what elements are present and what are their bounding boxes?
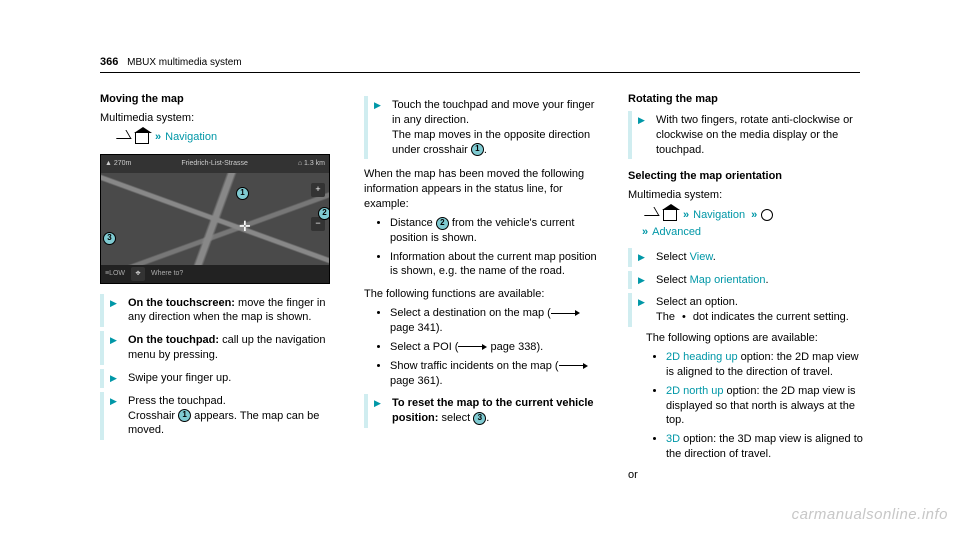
- step-arrow-icon: [110, 394, 120, 439]
- map-bot-where: Where to?: [151, 269, 183, 278]
- step-text: On the touchscreen: move the finger in a…: [128, 296, 340, 326]
- content-columns: Moving the map Multimedia system: » Navi…: [100, 92, 870, 487]
- marker-1-icon: 1: [471, 143, 484, 156]
- instruction-step: Select an option. The dot indicates the …: [628, 293, 868, 327]
- list-item: Show traffic incidents on the map ( page…: [390, 359, 604, 389]
- column-2: Touch the touchpad and move your finger …: [364, 92, 604, 487]
- map-locate-icon: ⌖: [131, 267, 145, 281]
- step-arrow-icon: [110, 333, 120, 363]
- nav-arrow-icon: [114, 130, 129, 146]
- home-icon: [663, 209, 677, 221]
- map-top-mid: Friedrich-List-Strasse: [181, 159, 248, 168]
- instruction-step: On the touchscreen: move the finger in a…: [100, 294, 340, 328]
- list-item: 3D option: the 3D map view is aligned to…: [666, 432, 868, 462]
- page-header: 366 MBUX multimedia system: [100, 55, 860, 73]
- instruction-step: Select Map orientation.: [628, 271, 868, 290]
- map-top-right: ⌂ 1.3 km: [298, 159, 325, 168]
- page-arrow-icon: [458, 341, 487, 353]
- breadcrumb-nav-2: » Advanced: [642, 225, 868, 240]
- step-text: To reset the map to the current vehicle …: [392, 396, 604, 426]
- step-arrow-icon: [110, 371, 120, 386]
- chevron-icon: »: [751, 208, 755, 223]
- marker-2-icon: 2: [436, 217, 449, 230]
- nav-arrow-icon: [642, 207, 657, 223]
- step-text: With two fingers, rotate anti-clockwise …: [656, 113, 868, 158]
- dot-icon: [678, 311, 690, 323]
- paragraph: When the map has been moved the followin…: [364, 167, 604, 212]
- step-arrow-icon: [638, 273, 648, 288]
- instruction-step: With two fingers, rotate anti-clockwise …: [628, 111, 868, 160]
- step-arrow-icon: [638, 250, 648, 265]
- chevron-icon: »: [683, 208, 687, 223]
- bullet-list: 2D heading up option: the 2D map view is…: [666, 350, 868, 462]
- step-text: Touch the touchpad and move your finger …: [392, 98, 604, 157]
- instruction-step: Touch the touchpad and move your finger …: [364, 96, 604, 159]
- rotating-map-heading: Rotating the map: [628, 92, 868, 107]
- moving-map-heading: Moving the map: [100, 92, 340, 107]
- page-number: 366: [100, 56, 118, 68]
- gear-icon: [761, 209, 773, 221]
- step-arrow-icon: [110, 296, 120, 326]
- column-1: Moving the map Multimedia system: » Navi…: [100, 92, 340, 487]
- chevron-icon: »: [155, 130, 159, 145]
- map-marker-2: 2: [318, 207, 330, 220]
- instruction-step: To reset the map to the current vehicle …: [364, 394, 604, 428]
- watermark: carmanualsonline.info: [792, 505, 948, 525]
- list-item: Select a POI ( page 338).: [390, 340, 604, 355]
- step-text: Select Map orientation.: [656, 273, 868, 288]
- map-bot-low: ≡LOW: [105, 269, 125, 278]
- step-text: On the touchpad: call up the navigation …: [128, 333, 340, 363]
- nav-breadcrumb-item: Advanced: [652, 225, 701, 240]
- home-icon: [135, 132, 149, 144]
- marker-3-icon: 3: [473, 412, 486, 425]
- list-item: Distance 2 from the vehicle's current po…: [390, 216, 604, 246]
- instruction-step: Swipe your finger up.: [100, 369, 340, 388]
- step-text: Select View.: [656, 250, 868, 265]
- map-roads: [101, 173, 329, 265]
- map-topbar: ▲ 270m Friedrich-List-Strasse ⌂ 1.3 km: [101, 155, 329, 173]
- step-arrow-icon: [374, 396, 384, 426]
- nav-breadcrumb-item: Navigation: [165, 130, 217, 145]
- orientation-heading: Selecting the map orientation: [628, 169, 868, 184]
- step-text: Select an option. The dot indicates the …: [656, 295, 868, 325]
- multimedia-label: Multimedia system:: [628, 188, 868, 203]
- section-title: MBUX multimedia system: [127, 57, 241, 68]
- crosshair-icon: ✛: [239, 217, 251, 236]
- marker-1-icon: 1: [178, 409, 191, 422]
- map-screenshot: ▲ 270m Friedrich-List-Strasse ⌂ 1.3 km +…: [100, 154, 330, 284]
- list-item: 2D heading up option: the 2D map view is…: [666, 350, 868, 380]
- step-text: Swipe your finger up.: [128, 371, 340, 386]
- breadcrumb-nav: » Navigation »: [642, 207, 868, 223]
- map-marker-3: 3: [103, 232, 116, 245]
- map-top-left: ▲ 270m: [105, 159, 131, 168]
- chevron-icon: »: [642, 225, 646, 240]
- bullet-list: Distance 2 from the vehicle's current po…: [390, 216, 604, 279]
- nav-breadcrumb-item: Navigation: [693, 208, 745, 223]
- page-arrow-icon: [551, 307, 580, 319]
- step-arrow-icon: [638, 295, 648, 325]
- instruction-step: Press the touchpad. Crosshair 1 appears.…: [100, 392, 340, 441]
- zoom-in-icon: +: [311, 183, 325, 197]
- instruction-step: Select View.: [628, 248, 868, 267]
- multimedia-label: Multimedia system:: [100, 111, 340, 126]
- list-item: Information about the current map positi…: [390, 250, 604, 280]
- list-item: Select a destination on the map ( page 3…: [390, 306, 604, 336]
- paragraph: The following functions are available:: [364, 287, 604, 302]
- or-label: or: [628, 468, 868, 483]
- step-text: Press the touchpad. Crosshair 1 appears.…: [128, 394, 340, 439]
- list-item: 2D north up option: the 2D map view is d…: [666, 384, 868, 429]
- column-3: Rotating the map With two fingers, rotat…: [628, 92, 868, 487]
- map-botbar: ≡LOW ⌖ Where to?: [101, 265, 329, 283]
- map-marker-1: 1: [236, 187, 249, 200]
- bullet-list: Select a destination on the map ( page 3…: [390, 306, 604, 388]
- step-arrow-icon: [638, 113, 648, 158]
- breadcrumb-nav: » Navigation: [114, 130, 340, 146]
- paragraph: The following options are available:: [646, 331, 868, 346]
- instruction-step: On the touchpad: call up the navigation …: [100, 331, 340, 365]
- page-arrow-icon: [559, 360, 588, 372]
- step-arrow-icon: [374, 98, 384, 157]
